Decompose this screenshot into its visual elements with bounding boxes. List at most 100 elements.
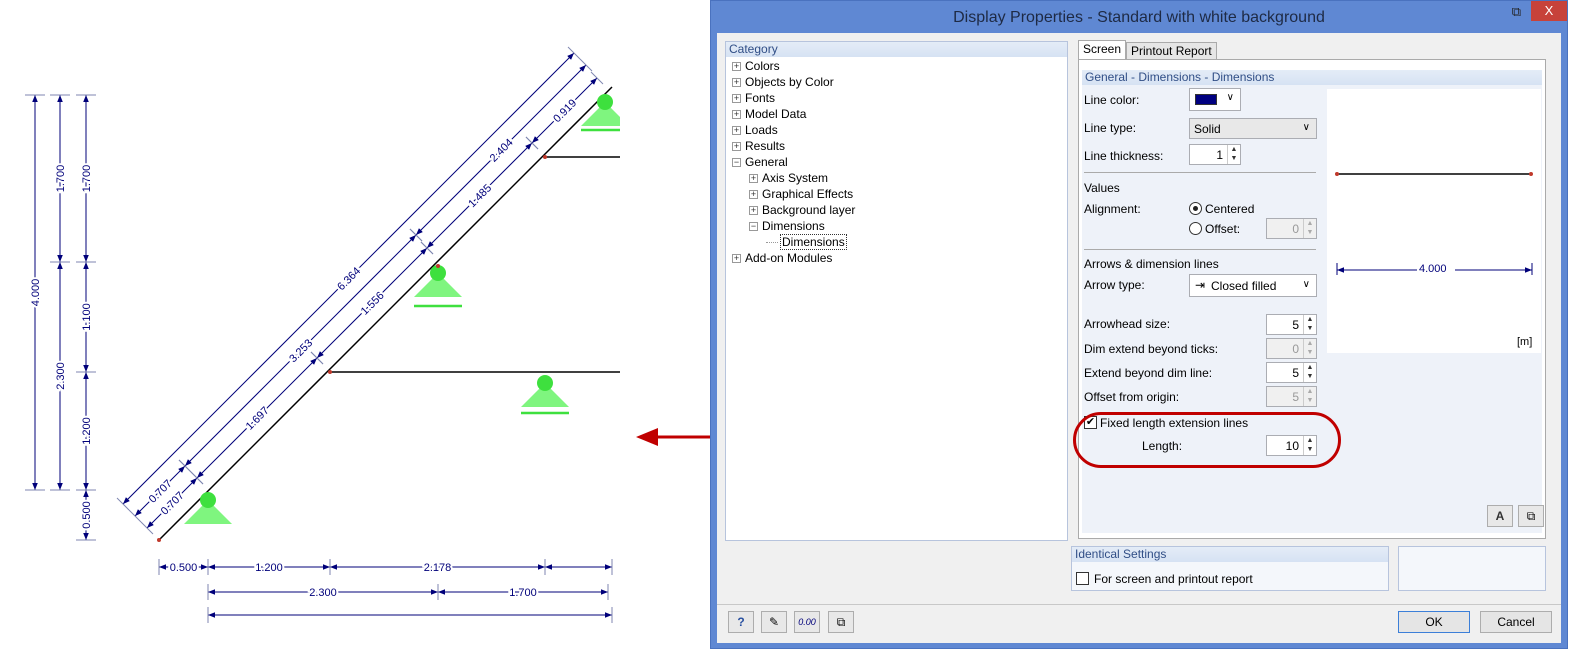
expander-icon[interactable]: − bbox=[732, 157, 741, 168]
node-point bbox=[436, 264, 440, 268]
expander-icon[interactable]: + bbox=[732, 93, 741, 104]
dimension-label: 3.253 bbox=[287, 337, 315, 365]
tree-item-label: Graphical Effects bbox=[762, 187, 854, 201]
dimension-label: 0.500 bbox=[170, 562, 198, 574]
tree-item[interactable]: + Loads bbox=[732, 123, 778, 137]
tab-screen[interactable]: Screen bbox=[1078, 40, 1127, 60]
expander-icon[interactable]: + bbox=[732, 77, 741, 88]
help-button[interactable]: ? bbox=[728, 611, 754, 633]
section-title: General - Dimensions - Dimensions bbox=[1082, 70, 1542, 85]
tree-item[interactable]: − Dimensions bbox=[749, 219, 825, 233]
tree-item[interactable]: + Add-on Modules bbox=[732, 251, 832, 265]
arrowhead-size-value: 5 bbox=[1292, 318, 1299, 332]
centered-radio[interactable] bbox=[1189, 202, 1202, 215]
tree-item[interactable]: − General bbox=[732, 155, 788, 169]
offset-origin-label: Offset from origin: bbox=[1084, 390, 1180, 404]
spinner-arrows-icon[interactable]: ▲ ▼ bbox=[1303, 363, 1316, 382]
line-thickness-spinner[interactable]: 1 ▲ ▼ bbox=[1189, 144, 1241, 165]
dialog-title: Display Properties - Standard with white… bbox=[953, 9, 1325, 26]
expander-icon[interactable]: + bbox=[732, 253, 741, 264]
extend-beyond-value: 5 bbox=[1292, 366, 1299, 380]
identical-settings-header: Identical Settings bbox=[1072, 547, 1388, 562]
extend-beyond-label: Extend beyond dim line: bbox=[1084, 366, 1213, 380]
tree-item-label: Dimensions bbox=[780, 234, 847, 250]
centered-label: Centered bbox=[1205, 202, 1255, 216]
tree-item[interactable]: + Results bbox=[732, 139, 785, 153]
tree-item[interactable]: + Axis System bbox=[749, 171, 828, 185]
extension-tick bbox=[567, 46, 581, 60]
dimension-label: 2.404 bbox=[488, 137, 516, 165]
arrowhead-size-spinner[interactable]: 5 ▲ ▼ bbox=[1266, 314, 1317, 335]
tree-item[interactable]: + Model Data bbox=[732, 107, 806, 121]
screen-printout-label: For screen and printout report bbox=[1094, 572, 1253, 586]
chevron-down-icon: ∨ bbox=[1226, 92, 1234, 103]
screen-printout-checkbox[interactable] bbox=[1076, 572, 1089, 585]
close-button[interactable]: X bbox=[1531, 1, 1567, 21]
ok-button[interactable]: OK bbox=[1398, 611, 1470, 633]
dimension-label: 1.556 bbox=[359, 290, 387, 318]
copy-settings-icon[interactable]: ⧉ bbox=[1518, 505, 1544, 527]
node-point bbox=[543, 155, 547, 159]
support-node bbox=[200, 492, 216, 508]
tree-item[interactable]: + Colors bbox=[732, 59, 780, 73]
expander-icon[interactable]: + bbox=[732, 61, 741, 72]
tree-item-label: Axis System bbox=[762, 171, 829, 185]
tree-item-label: Objects by Color bbox=[745, 75, 834, 89]
tree-item-label: Background layer bbox=[762, 203, 856, 217]
expander-icon[interactable]: + bbox=[749, 189, 758, 200]
offset-radio[interactable] bbox=[1189, 222, 1202, 235]
offset-value: 0 bbox=[1292, 222, 1299, 236]
line-type-select[interactable]: Solid ∨ bbox=[1189, 118, 1317, 139]
spinner-arrows-icon[interactable]: ▲ ▼ bbox=[1303, 436, 1316, 455]
dimension-label: 1.100 bbox=[81, 303, 93, 331]
line-color-picker[interactable]: ∨ bbox=[1189, 88, 1241, 111]
tree-item-label: Model Data bbox=[745, 107, 807, 121]
offset-spinner[interactable]: 0 ▲ ▼ bbox=[1266, 218, 1317, 239]
length-spinner[interactable]: 10 ▲ ▼ bbox=[1266, 435, 1317, 456]
display-properties-dialog: Display Properties - Standard with white… bbox=[710, 0, 1568, 649]
dialog-client: Category + Colors + Objects by Color + Fonts +… bbox=[717, 33, 1561, 643]
dimension-label: 1.200 bbox=[255, 562, 283, 574]
expander-icon[interactable]: + bbox=[732, 141, 741, 152]
highlight-ellipse bbox=[1073, 412, 1341, 468]
extend-beyond-spinner[interactable]: 5 ▲ ▼ bbox=[1266, 362, 1317, 383]
category-header: Category bbox=[726, 42, 1067, 57]
tree-item[interactable]: + Background layer bbox=[749, 203, 855, 217]
spinner-arrows-icon: ▲ ▼ bbox=[1303, 339, 1316, 358]
expander-icon[interactable]: − bbox=[749, 221, 758, 232]
identical-settings-group: Identical Settings For screen and printo… bbox=[1071, 546, 1389, 591]
tree-item[interactable]: Dimensions bbox=[766, 234, 847, 250]
support-node bbox=[537, 375, 553, 391]
spinner-arrows-icon[interactable]: ▲ ▼ bbox=[1303, 315, 1316, 334]
expander-icon[interactable]: + bbox=[749, 205, 758, 216]
dimension-label: 6.364 bbox=[335, 265, 363, 293]
chevron-down-icon: ∨ bbox=[1302, 122, 1310, 133]
chevron-down-icon: ∨ bbox=[1302, 279, 1310, 290]
preview-pane: 4.000 [m] bbox=[1327, 89, 1541, 353]
font-color-icon[interactable]: A bbox=[1487, 505, 1513, 527]
tree-item[interactable]: + Fonts bbox=[732, 91, 775, 105]
dim-extend-spinner: 0 ▲ ▼ bbox=[1266, 338, 1317, 359]
copy-icon[interactable]: ⧉ bbox=[828, 611, 854, 633]
preview-dimension-value: 4.000 bbox=[1419, 263, 1447, 275]
tree-item[interactable]: + Graphical Effects bbox=[749, 187, 853, 201]
dimension-label: 1.700 bbox=[509, 587, 537, 599]
spinner-arrows-icon[interactable]: ▲ ▼ bbox=[1227, 145, 1240, 164]
units-decimals-button[interactable]: 0.00 bbox=[794, 611, 820, 633]
arrow-type-label: Arrow type: bbox=[1084, 278, 1145, 292]
offset-origin-spinner: 5 ▲ ▼ bbox=[1266, 386, 1317, 407]
arrow-type-select[interactable]: ⇥ Closed filled ∨ bbox=[1189, 274, 1317, 297]
tree-item-label: Add-on Modules bbox=[745, 251, 833, 265]
expander-icon[interactable]: + bbox=[749, 173, 758, 184]
dim-extend-label: Dim extend beyond ticks: bbox=[1084, 342, 1219, 356]
line-type-label: Line type: bbox=[1084, 121, 1137, 135]
restore-icon[interactable]: ⧉ bbox=[1511, 4, 1521, 19]
expander-icon[interactable]: + bbox=[732, 109, 741, 120]
line-thickness-label: Line thickness: bbox=[1084, 149, 1164, 163]
cancel-button[interactable]: Cancel bbox=[1480, 611, 1552, 633]
tree-item[interactable]: + Objects by Color bbox=[732, 75, 834, 89]
dimension-label: 1.700 bbox=[55, 165, 67, 193]
expander-icon[interactable]: + bbox=[732, 125, 741, 136]
edit-icon[interactable]: ✎ bbox=[761, 611, 787, 633]
tab-printout-report[interactable]: Printout Report bbox=[1126, 42, 1217, 60]
